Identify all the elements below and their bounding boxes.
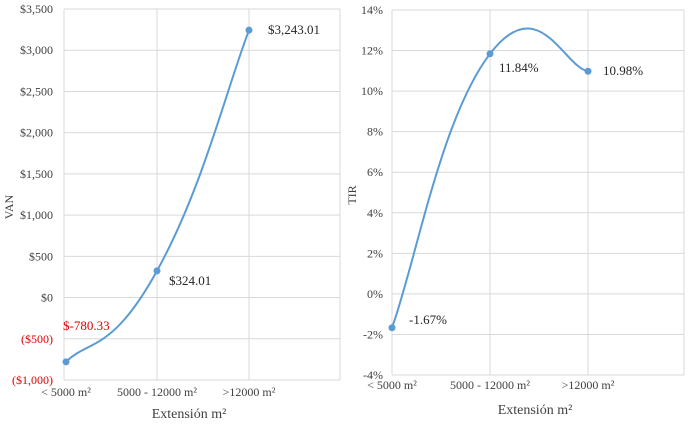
tir-y-tick-label: 6%: [367, 165, 383, 179]
van-y-tick-label: $3,500: [20, 2, 53, 16]
tir-data-point: [584, 67, 592, 75]
van-chart: ($1,000) ($500) $0 $500 $1,000 $1,500 $2,000 $2…: [0, 0, 346, 425]
tir-y-tick-label: 4%: [367, 206, 383, 220]
tir-data-label: -1.67%: [409, 312, 447, 327]
van-data-label: $-780.33: [63, 318, 110, 333]
van-y-tick-label: ($500): [21, 332, 53, 346]
van-y-tick-label: $3,000: [20, 43, 53, 57]
tir-data-point: [486, 50, 494, 58]
tir-y-axis-title: TIR: [346, 185, 359, 204]
van-y-axis-title: VAN: [2, 194, 16, 219]
tir-y-tick-label: -2%: [363, 327, 383, 341]
van-x-tick-label: 5000 - 12000 m²: [117, 385, 197, 399]
van-y-tick-label: $500: [29, 249, 53, 263]
tir-chart: -4% -2% 0% 2% 4% 6% 8% 10% 12% 14% -1.67% 11.84% 10.…: [345, 0, 692, 425]
tir-chart-svg: -4% -2% 0% 2% 4% 6% 8% 10% 12% 14% -1.67% 11.84% 10.…: [345, 3, 685, 418]
van-y-tick-label: $0: [41, 291, 53, 305]
van-chart-svg: ($1,000) ($500) $0 $500 $1,000 $1,500 $2,000 $2…: [2, 2, 341, 422]
tir-y-tick-label: -4%: [363, 368, 383, 382]
van-series-line: [65, 29, 250, 363]
tir-y-tick-label: 12%: [361, 44, 383, 58]
tir-x-tick-label: < 5000 m²: [367, 378, 417, 392]
tir-y-tick-label: 2%: [367, 246, 383, 260]
tir-data-label: 11.84%: [499, 60, 539, 75]
van-x-tick-label: >12000 m²: [223, 385, 276, 399]
van-y-tick-label: $2,500: [20, 84, 53, 98]
tir-y-tick-label: 0%: [367, 287, 383, 301]
tir-y-tick-label: 14%: [361, 3, 383, 17]
van-x-tick-label: < 5000 m²: [41, 385, 91, 399]
van-data-label: $3,243.01: [268, 22, 320, 37]
tir-x-tick-label: 5000 - 12000 m²: [450, 378, 530, 392]
van-data-label: $324.01: [169, 273, 211, 288]
van-data-point: [153, 267, 161, 275]
tir-data-label: 10.98%: [603, 63, 643, 78]
van-y-tick-label: $1,000: [20, 208, 53, 222]
van-y-tick-label: $1,500: [20, 167, 53, 181]
van-y-tick-label: ($1,000): [12, 373, 53, 387]
tir-y-tick-label: 8%: [367, 125, 383, 139]
van-x-axis-title: Extensión m²: [152, 407, 227, 422]
van-y-tick-label: $2,000: [20, 126, 53, 140]
tir-x-tick-label: >12000 m²: [562, 378, 615, 392]
tir-series-line: [391, 27, 589, 329]
tir-data-point: [388, 324, 396, 332]
van-data-point: [245, 26, 253, 34]
tir-x-axis-title: Extensión m²: [498, 403, 573, 418]
van-data-point: [62, 358, 70, 366]
tir-y-tick-label: 10%: [361, 84, 383, 98]
